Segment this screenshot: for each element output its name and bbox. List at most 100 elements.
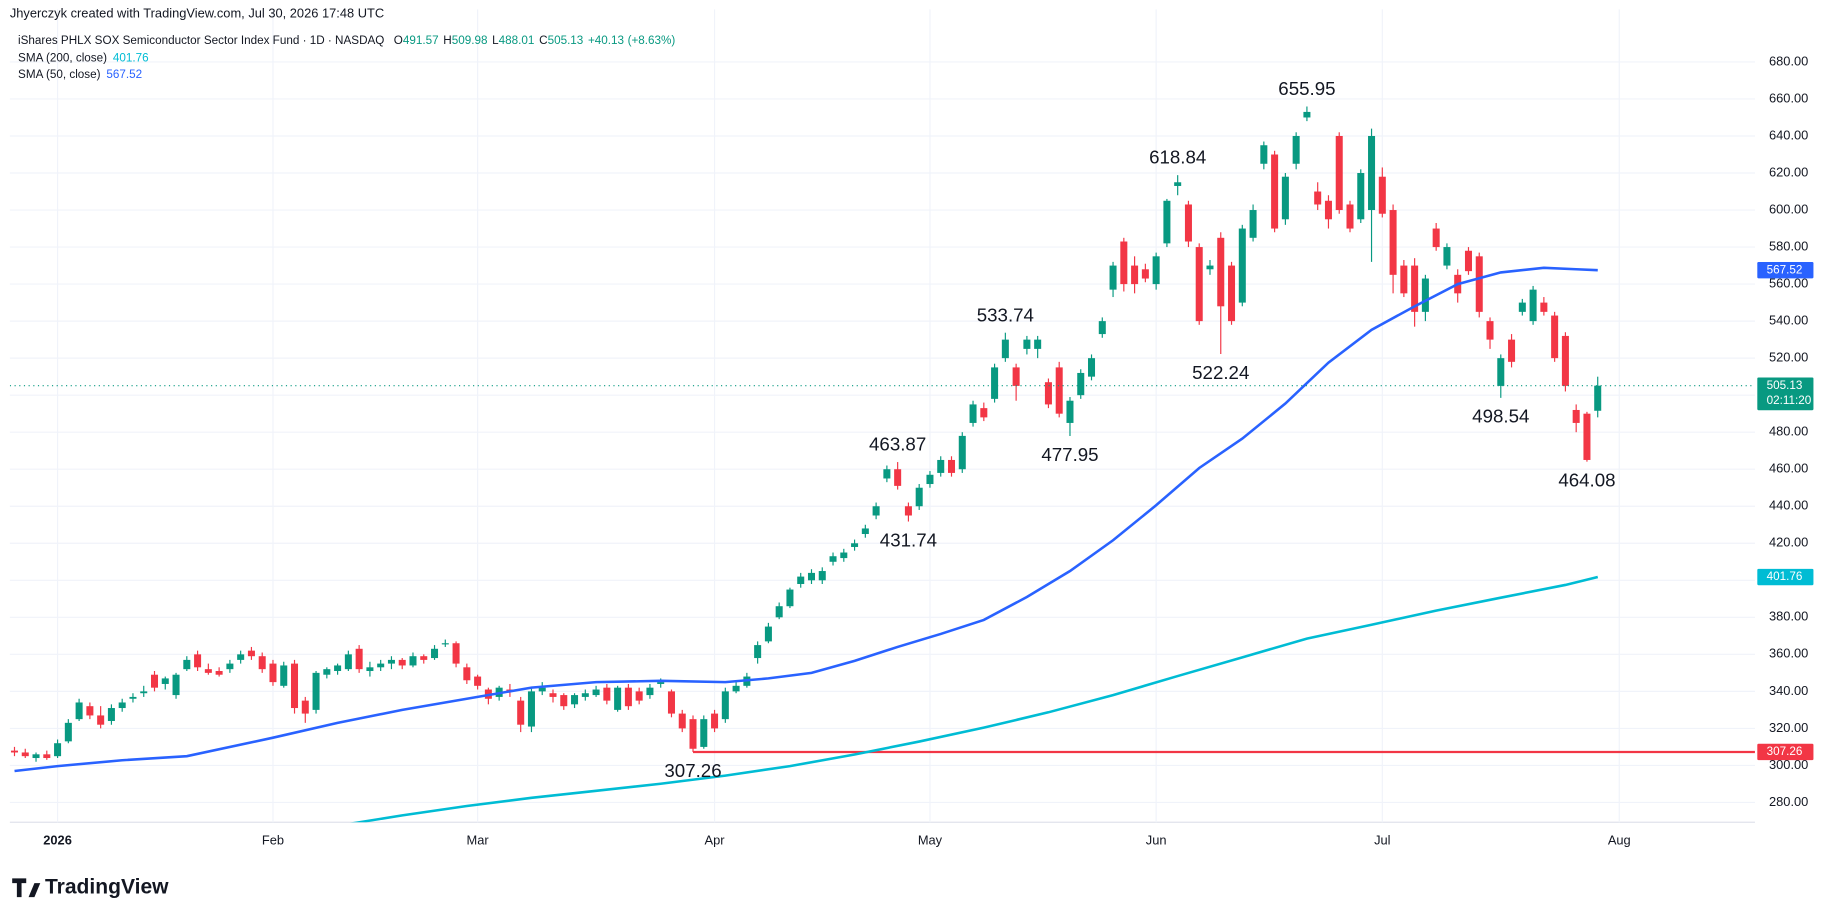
candle-body bbox=[678, 713, 686, 729]
candle-body bbox=[280, 665, 288, 686]
candle-body bbox=[1411, 265, 1419, 312]
candle-body bbox=[1475, 256, 1483, 312]
candle-body bbox=[21, 752, 29, 757]
candle-body bbox=[1206, 265, 1214, 270]
change-pct: (+8.63%) bbox=[628, 34, 676, 47]
candle-body bbox=[1529, 289, 1537, 322]
price-tag-label: 401.76 bbox=[1767, 570, 1803, 583]
price-tag bbox=[1757, 568, 1814, 586]
candle-body bbox=[1357, 173, 1365, 220]
y-tick-label: 660.00 bbox=[1769, 90, 1808, 105]
candle-body bbox=[1561, 335, 1569, 386]
candle-body bbox=[560, 695, 568, 707]
ohlc-label: H bbox=[443, 34, 451, 47]
candle-body bbox=[1594, 385, 1602, 411]
candle-body bbox=[1583, 413, 1591, 460]
x-tick-label: Aug bbox=[1608, 832, 1631, 847]
candle-body bbox=[1324, 200, 1332, 220]
y-tick-label: 620.00 bbox=[1769, 164, 1808, 179]
x-tick-label: Mar bbox=[467, 832, 490, 847]
candle-body bbox=[1077, 372, 1085, 396]
candle-body bbox=[1497, 358, 1505, 386]
candle-body bbox=[829, 556, 837, 562]
x-tick-label: Apr bbox=[705, 832, 726, 847]
candle-body bbox=[1163, 200, 1171, 244]
candle-body bbox=[1066, 400, 1074, 423]
candle-body bbox=[1109, 265, 1117, 290]
candle-body bbox=[1486, 321, 1494, 340]
candle-body bbox=[581, 693, 589, 697]
candle-body bbox=[1228, 265, 1236, 322]
candle-body bbox=[1271, 154, 1279, 229]
grid bbox=[9, 9, 1755, 823]
candle-body bbox=[1141, 269, 1149, 279]
candle-body bbox=[1389, 210, 1397, 275]
candle-body bbox=[1378, 176, 1386, 214]
candle-body bbox=[1012, 367, 1020, 386]
ohlc-value: 509.98 bbox=[452, 34, 488, 47]
candle-body bbox=[926, 474, 934, 485]
sma-line bbox=[351, 575, 1599, 823]
candle-body bbox=[872, 506, 880, 516]
candle-body bbox=[883, 469, 891, 479]
candle-body bbox=[958, 435, 966, 470]
candle-body bbox=[43, 754, 51, 759]
x-tick-label: May bbox=[918, 832, 943, 847]
candle-body bbox=[1346, 204, 1354, 229]
candle-body bbox=[549, 693, 557, 697]
candle-body bbox=[1335, 135, 1343, 211]
ohlc-value: 505.13 bbox=[548, 34, 584, 47]
candle-body bbox=[86, 706, 94, 716]
candle-body bbox=[64, 722, 72, 742]
indicator-legend: SMA (200, close) 401.76 bbox=[18, 52, 149, 65]
candle-body bbox=[32, 754, 40, 759]
candle-body bbox=[194, 654, 202, 668]
x-tick-label: Jun bbox=[1146, 832, 1167, 847]
y-tick-label: 320.00 bbox=[1769, 720, 1808, 735]
y-tick-label: 280.00 bbox=[1769, 794, 1808, 809]
candle-body bbox=[420, 656, 428, 660]
candle-body bbox=[991, 367, 999, 399]
candle-body bbox=[1044, 382, 1052, 405]
candle-body bbox=[474, 676, 482, 686]
candle-body bbox=[1023, 339, 1031, 349]
credit: Jhyerczyk created with TradingView.com, … bbox=[10, 5, 384, 20]
indicator-name: SMA (200, close) bbox=[18, 52, 107, 65]
y-tick-label: 420.00 bbox=[1769, 535, 1808, 550]
candle-body bbox=[387, 659, 395, 664]
candle-body bbox=[711, 713, 719, 729]
candle-body bbox=[1249, 210, 1257, 238]
candle-body bbox=[754, 645, 762, 659]
candle-body bbox=[1131, 265, 1139, 285]
price-tag bbox=[1757, 743, 1814, 761]
candle-body bbox=[1432, 228, 1440, 248]
candle-body bbox=[818, 571, 826, 581]
indicator-value: 401.76 bbox=[113, 52, 149, 65]
candle-body bbox=[1368, 135, 1376, 211]
candle-body bbox=[1518, 302, 1526, 312]
x-tick-label: Feb bbox=[262, 832, 284, 847]
indicator-legend: SMA (50, close) 567.52 bbox=[18, 68, 142, 81]
candle-body bbox=[797, 576, 805, 584]
candle-body bbox=[247, 650, 255, 657]
candle-body bbox=[1551, 315, 1559, 359]
y-tick-label: 680.00 bbox=[1769, 53, 1808, 68]
y-tick-label: 520.00 bbox=[1769, 350, 1808, 365]
candle-body bbox=[97, 715, 105, 725]
logo-icon bbox=[12, 878, 41, 898]
candle-body bbox=[517, 700, 525, 725]
price-tag-label: 567.52 bbox=[1767, 263, 1803, 276]
candle-body bbox=[150, 674, 159, 688]
candle-body bbox=[840, 552, 848, 559]
candle-body bbox=[1088, 358, 1096, 377]
ohlc-label: O bbox=[394, 34, 403, 47]
ohlc-value: 491.57 bbox=[403, 34, 439, 47]
candle-body bbox=[538, 687, 546, 692]
price-tag-label: 307.26 bbox=[1767, 745, 1803, 758]
candle-body bbox=[323, 669, 331, 675]
price-annotation: 498.54 bbox=[1472, 406, 1529, 427]
price-tag-label: 505.13 bbox=[1767, 379, 1803, 392]
y-tick-label: 580.00 bbox=[1769, 238, 1808, 253]
y-tick-label: 380.00 bbox=[1769, 609, 1808, 624]
